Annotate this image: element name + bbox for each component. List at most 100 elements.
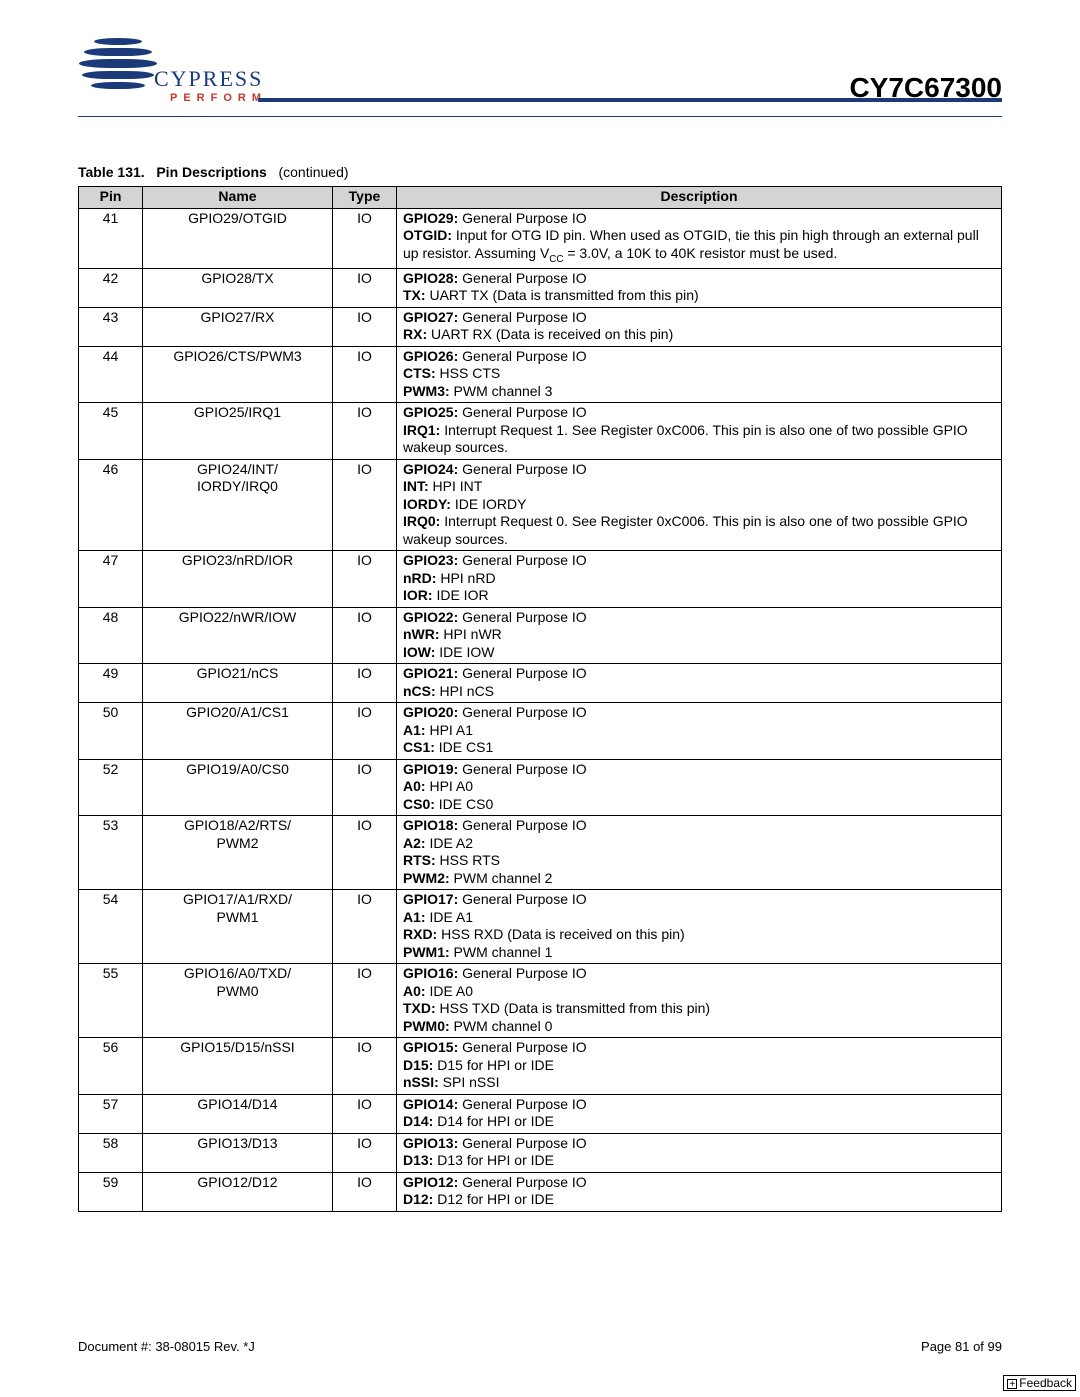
cell-pin: 54	[79, 890, 143, 964]
document-number: Document #: 38-08015 Rev. *J	[78, 1339, 255, 1354]
cell-description: GPIO28: General Purpose IOTX: UART TX (D…	[397, 268, 1002, 307]
cell-description: GPIO17: General Purpose IOA1: IDE A1RXD:…	[397, 890, 1002, 964]
pin-descriptions-table: Pin Name Type Description 41GPIO29/OTGID…	[78, 186, 1002, 1212]
cell-pin: 58	[79, 1133, 143, 1172]
col-header-name: Name	[143, 187, 333, 209]
cell-type: IO	[333, 1172, 397, 1211]
brand-tagline: PERFORM	[170, 92, 267, 104]
cell-type: IO	[333, 1038, 397, 1095]
cell-description: GPIO20: General Purpose IOA1: HPI A1CS1:…	[397, 703, 1002, 760]
datasheet-page: CYPRESS PERFORM CY7C67300 Table 131. Pin…	[0, 0, 1080, 1397]
cell-description: GPIO12: General Purpose IOD12: D12 for H…	[397, 1172, 1002, 1211]
cell-type: IO	[333, 346, 397, 403]
cell-description: GPIO16: General Purpose IOA0: IDE A0TXD:…	[397, 964, 1002, 1038]
table-row: 48GPIO22/nWR/IOWIOGPIO22: General Purpos…	[79, 607, 1002, 664]
cell-name: GPIO18/A2/RTS/PWM2	[143, 816, 333, 890]
cell-pin: 47	[79, 551, 143, 608]
col-header-type: Type	[333, 187, 397, 209]
table-row: 47GPIO23/nRD/IORIOGPIO23: General Purpos…	[79, 551, 1002, 608]
cell-type: IO	[333, 208, 397, 268]
cell-description: GPIO29: General Purpose IOOTGID: Input f…	[397, 208, 1002, 268]
cell-description: GPIO24: General Purpose IOINT: HPI INTIO…	[397, 459, 1002, 551]
cell-pin: 44	[79, 346, 143, 403]
page-number: Page 81 of 99	[921, 1339, 1002, 1354]
cell-pin: 59	[79, 1172, 143, 1211]
cell-pin: 57	[79, 1094, 143, 1133]
table-row: 52GPIO19/A0/CS0IOGPIO19: General Purpose…	[79, 759, 1002, 816]
plus-icon: +	[1007, 1379, 1017, 1389]
table-row: 44GPIO26/CTS/PWM3IOGPIO26: General Purpo…	[79, 346, 1002, 403]
cell-name: GPIO23/nRD/IOR	[143, 551, 333, 608]
cell-name: GPIO20/A1/CS1	[143, 703, 333, 760]
feedback-button[interactable]: +Feedback	[1003, 1375, 1076, 1391]
cell-type: IO	[333, 816, 397, 890]
cell-name: GPIO14/D14	[143, 1094, 333, 1133]
feedback-label: Feedback	[1019, 1376, 1072, 1390]
brand-name: CYPRESS	[154, 66, 263, 92]
cell-name: GPIO16/A0/TXD/PWM0	[143, 964, 333, 1038]
cell-name: GPIO27/RX	[143, 307, 333, 346]
globe-icon	[78, 36, 158, 96]
cell-description: GPIO25: General Purpose IOIRQ1: Interrup…	[397, 403, 1002, 460]
cell-description: GPIO18: General Purpose IOA2: IDE A2RTS:…	[397, 816, 1002, 890]
cell-description: GPIO26: General Purpose IOCTS: HSS CTSPW…	[397, 346, 1002, 403]
cell-pin: 52	[79, 759, 143, 816]
table-row: 49GPIO21/nCSIOGPIO21: General Purpose IO…	[79, 664, 1002, 703]
col-header-desc: Description	[397, 187, 1002, 209]
table-row: 46GPIO24/INT/IORDY/IRQ0IOGPIO24: General…	[79, 459, 1002, 551]
cell-name: GPIO13/D13	[143, 1133, 333, 1172]
cell-name: GPIO17/A1/RXD/PWM1	[143, 890, 333, 964]
cell-type: IO	[333, 759, 397, 816]
cell-description: GPIO13: General Purpose IOD13: D13 for H…	[397, 1133, 1002, 1172]
table-row: 59GPIO12/D12IOGPIO12: General Purpose IO…	[79, 1172, 1002, 1211]
page-header: CYPRESS PERFORM CY7C67300	[78, 36, 1002, 122]
table-row: 58GPIO13/D13IOGPIO13: General Purpose IO…	[79, 1133, 1002, 1172]
header-rule-thin	[78, 116, 1002, 117]
table-row: 45GPIO25/IRQ1IOGPIO25: General Purpose I…	[79, 403, 1002, 460]
cell-description: GPIO22: General Purpose IOnWR: HPI nWRIO…	[397, 607, 1002, 664]
cell-description: GPIO14: General Purpose IOD14: D14 for H…	[397, 1094, 1002, 1133]
cell-type: IO	[333, 664, 397, 703]
cell-pin: 56	[79, 1038, 143, 1095]
table-row: 43GPIO27/RXIOGPIO27: General Purpose IOR…	[79, 307, 1002, 346]
cell-pin: 49	[79, 664, 143, 703]
cell-name: GPIO21/nCS	[143, 664, 333, 703]
cell-name: GPIO19/A0/CS0	[143, 759, 333, 816]
table-row: 54GPIO17/A1/RXD/PWM1IOGPIO17: General Pu…	[79, 890, 1002, 964]
cypress-logo: CYPRESS PERFORM	[78, 36, 256, 122]
header-rule-thick	[258, 98, 1002, 102]
cell-type: IO	[333, 268, 397, 307]
cell-description: GPIO15: General Purpose IOD15: D15 for H…	[397, 1038, 1002, 1095]
table-title: Pin Descriptions	[156, 164, 266, 180]
cell-pin: 41	[79, 208, 143, 268]
cell-description: GPIO27: General Purpose IORX: UART RX (D…	[397, 307, 1002, 346]
cell-type: IO	[333, 459, 397, 551]
cell-type: IO	[333, 703, 397, 760]
cell-name: GPIO24/INT/IORDY/IRQ0	[143, 459, 333, 551]
cell-pin: 43	[79, 307, 143, 346]
cell-pin: 46	[79, 459, 143, 551]
cell-type: IO	[333, 307, 397, 346]
table-row: 50GPIO20/A1/CS1IOGPIO20: General Purpose…	[79, 703, 1002, 760]
cell-name: GPIO15/D15/nSSI	[143, 1038, 333, 1095]
col-header-pin: Pin	[79, 187, 143, 209]
cell-description: GPIO23: General Purpose IOnRD: HPI nRDIO…	[397, 551, 1002, 608]
table-continued: (continued)	[278, 164, 348, 180]
cell-type: IO	[333, 964, 397, 1038]
cell-type: IO	[333, 607, 397, 664]
cell-name: GPIO28/TX	[143, 268, 333, 307]
cell-pin: 42	[79, 268, 143, 307]
table-row: 56GPIO15/D15/nSSIIOGPIO15: General Purpo…	[79, 1038, 1002, 1095]
cell-description: GPIO21: General Purpose IOnCS: HPI nCS	[397, 664, 1002, 703]
table-row: 42GPIO28/TXIOGPIO28: General Purpose IOT…	[79, 268, 1002, 307]
cell-description: GPIO19: General Purpose IOA0: HPI A0CS0:…	[397, 759, 1002, 816]
cell-type: IO	[333, 551, 397, 608]
cell-name: GPIO29/OTGID	[143, 208, 333, 268]
table-row: 55GPIO16/A0/TXD/PWM0IOGPIO16: General Pu…	[79, 964, 1002, 1038]
cell-pin: 55	[79, 964, 143, 1038]
cell-type: IO	[333, 1094, 397, 1133]
table-number: Table 131.	[78, 164, 145, 180]
cell-type: IO	[333, 1133, 397, 1172]
cell-pin: 53	[79, 816, 143, 890]
table-caption: Table 131. Pin Descriptions (continued)	[78, 164, 1002, 180]
